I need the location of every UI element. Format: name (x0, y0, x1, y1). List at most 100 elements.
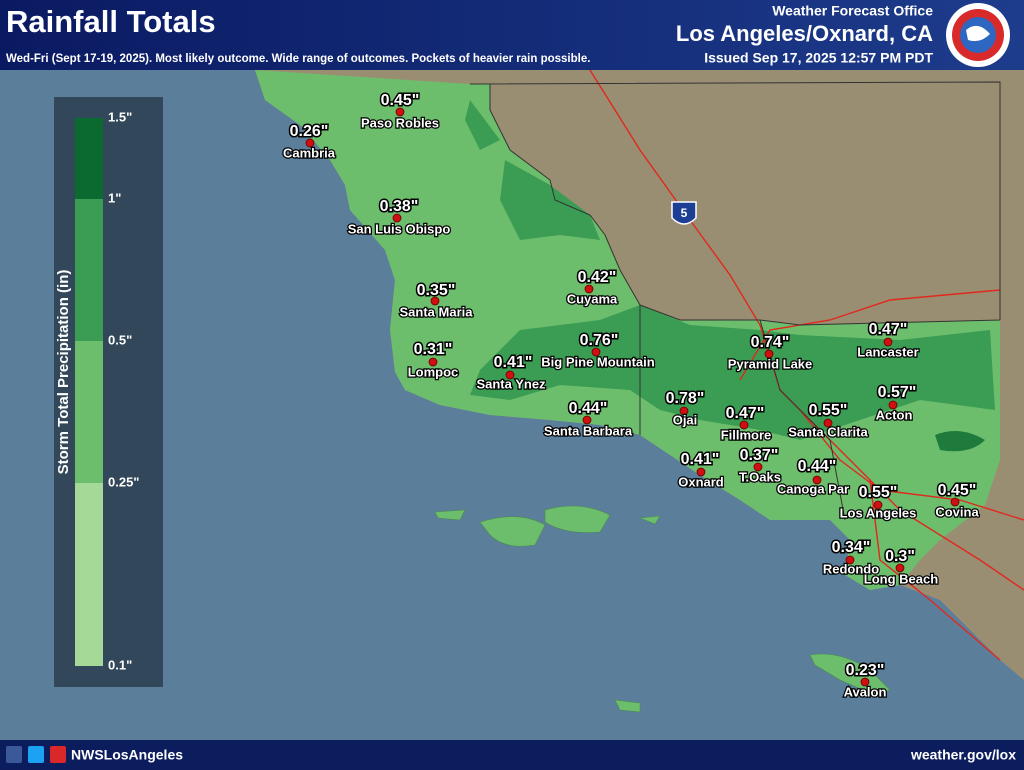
legend-title: Storm Total Precipitation (in) (55, 270, 72, 475)
rain-amount: 0.47" (726, 405, 765, 422)
rain-amount: 0.26" (290, 123, 329, 140)
legend-tick: 0.1" (108, 657, 132, 672)
city-name: Santa Ynez (476, 376, 546, 391)
rain-amount: 0.35" (417, 282, 456, 299)
rain-amount: 0.74" (751, 334, 790, 351)
legend-swatch (75, 341, 103, 483)
islands (434, 505, 891, 713)
rain-amount: 0.47" (869, 321, 908, 338)
legend-swatch (75, 483, 103, 666)
roads (589, 69, 1024, 661)
city-name: Redondo (823, 561, 879, 576)
social-handle[interactable]: NWSLosAngeles (71, 747, 183, 763)
interstate-shield: 5 (671, 201, 697, 225)
city-name: Oxnard (678, 474, 724, 489)
rain-amount: 0.78" (666, 390, 705, 407)
city-name: Santa Barbara (544, 423, 633, 438)
rain-amount: 0.23" (846, 662, 885, 679)
legend-swatch (75, 118, 103, 199)
legend-box (54, 97, 163, 687)
legend-tick: 1.5" (108, 109, 132, 124)
footer (0, 740, 1024, 770)
legend-tick: 1" (108, 190, 121, 205)
city-name: Avalon (844, 684, 887, 699)
title: Rainfall Totals (6, 4, 216, 39)
city-dot (883, 337, 893, 347)
city-dot (428, 357, 438, 367)
city-dot (888, 400, 898, 410)
city-name: Lompoc (408, 364, 459, 379)
city-dot (764, 349, 774, 359)
city-name: Santa Clarita (788, 424, 868, 439)
city-dot (845, 555, 855, 565)
city-dot (860, 677, 870, 687)
twitter-icon[interactable] (28, 746, 44, 763)
issued: Issued Sep 17, 2025 12:57 PM PDT (704, 50, 933, 66)
heaviest-rain (935, 431, 985, 452)
city-name: Acton (876, 407, 913, 422)
subtitle: Wed-Fri (Sept 17-19, 2025). Most likely … (6, 53, 590, 65)
city-name: Cambria (283, 145, 336, 160)
borders (469, 81, 1001, 521)
legend-tick: 0.5" (108, 332, 132, 347)
cities: 0.45" Paso Robles 0.26" Cambria 0.38" San Lui… (282, 91, 981, 701)
city-dot (395, 107, 405, 117)
rain-amount: 0.34" (832, 539, 871, 556)
rain-amount: 0.38" (380, 198, 419, 215)
location: Los Angeles/Oxnard, CA (676, 21, 933, 46)
city-name: Los Angeles (840, 505, 917, 520)
city-name: Fillmore (721, 427, 772, 442)
youtube-icon[interactable] (50, 746, 66, 763)
city-name: Lancaster (857, 344, 918, 359)
city-dot (505, 370, 515, 380)
city-name: Santa Maria (400, 304, 474, 319)
rain-amount: 0.45" (938, 482, 977, 499)
city-dot (305, 138, 315, 148)
city-name: Pyramid Lake (728, 356, 813, 371)
office: Weather Forecast Office (772, 3, 933, 19)
rain-amount: 0.44" (798, 458, 837, 475)
city-dot (591, 347, 601, 357)
rain-amount: 0.37" (740, 447, 779, 464)
city-dot (392, 213, 402, 223)
rain-amount: 0.44" (569, 400, 608, 417)
city-name: T.Oaks (739, 469, 781, 484)
city-name: Ojai (673, 412, 698, 427)
city-dot (679, 406, 689, 416)
city-name: Canoga Par (777, 481, 849, 496)
city-name: Paso Robles (361, 115, 439, 130)
rain-amount: 0.41" (494, 354, 533, 371)
city-dot (753, 462, 763, 472)
rain-amount: 0.55" (809, 402, 848, 419)
header (0, 0, 1024, 70)
city-dot (739, 420, 749, 430)
nws-logo (946, 3, 1010, 67)
legend: 1.5" 1" 0.5" 0.25" 0.1" (75, 109, 139, 672)
website[interactable]: weather.gov/lox (910, 747, 1016, 763)
rain-amount: 0.31" (414, 341, 453, 358)
city-dot (812, 475, 822, 485)
rain-amount: 0.76" (580, 332, 619, 349)
rain-amount: 0.45" (381, 92, 420, 109)
city-name: Long Beach (864, 571, 938, 586)
city-dot (582, 415, 592, 425)
city-dot (823, 418, 833, 428)
rain-amount: 0.55" (859, 484, 898, 501)
rain-amount: 0.3" (885, 548, 915, 565)
rain-amount: 0.42" (578, 269, 617, 286)
city-dot (696, 467, 706, 477)
city-dot (584, 284, 594, 294)
rain-amount: 0.41" (681, 451, 720, 468)
rain-amount: 0.57" (878, 384, 917, 401)
city-dot (873, 500, 883, 510)
city-dot (895, 563, 905, 573)
legend-swatch (75, 199, 103, 341)
city-name: Covina (935, 504, 979, 519)
city-name: San Luis Obispo (348, 221, 451, 236)
city-name: Big Pine Mountain (541, 354, 654, 369)
city-dot (950, 497, 960, 507)
city-name: Cuyama (567, 291, 618, 306)
legend-tick: 0.25" (108, 474, 139, 489)
facebook-icon[interactable] (6, 746, 22, 763)
